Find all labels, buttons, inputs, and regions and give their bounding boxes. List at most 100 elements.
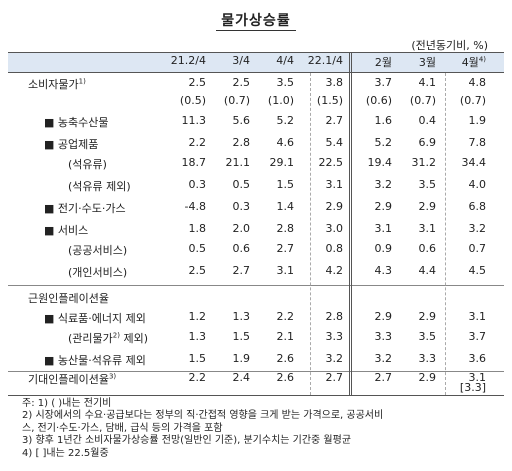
- row-label: 기대인플레이션율3): [28, 372, 117, 386]
- table-cell: 4.2: [325, 264, 344, 277]
- table-cell: 4.3: [374, 264, 393, 277]
- table-cell: (0.6): [365, 94, 392, 107]
- table-cell: (0.5): [179, 94, 206, 107]
- table-cell: 1.9: [232, 352, 251, 365]
- table-cell: 2.7: [325, 371, 344, 384]
- table-cell: 2.9: [418, 371, 437, 384]
- table-bottom-border: [8, 395, 504, 396]
- row-label: ■ 공업제품: [44, 138, 99, 151]
- column-header: 4월4): [461, 55, 486, 69]
- footnotes: 주: 1) ( )내는 전기비 2) 시장에서의 수요·공급보다는 정부의 직·…: [22, 398, 383, 460]
- table-cell: 0.3: [188, 178, 207, 191]
- row-label: ■ 전기·수도·가스: [44, 202, 126, 215]
- table-row: ■ 공업제품 2.2 2.8 4.6 5.4 5.2 6.9 7.8: [0, 136, 512, 152]
- table-cell: 0.6: [232, 242, 251, 255]
- column-header: 3월: [418, 56, 436, 69]
- table-cell: 3.3: [325, 330, 344, 343]
- table-cell: 3.1: [468, 371, 487, 384]
- table-cell: 4.0: [468, 178, 487, 191]
- section-divider-2: [8, 371, 504, 372]
- table-row: ■ 서비스 1.8 2.0 2.8 3.0 3.1 3.1 3.2: [0, 222, 512, 238]
- row-label: (석유류): [68, 158, 107, 171]
- table-cell: 3.1: [374, 222, 393, 235]
- table-cell: 3.3: [418, 352, 437, 365]
- footnote-line: 2) 시장에서의 수요·공급보다는 정부의 직·간접적 영향을 크게 받는 가격…: [22, 410, 384, 422]
- table-cell: 31.2: [411, 156, 437, 169]
- table-cell: 2.8: [232, 136, 251, 149]
- table-cell: 2.7: [374, 371, 393, 384]
- table-cell: 3.1: [468, 310, 487, 323]
- column-header: 3/4: [232, 54, 250, 67]
- table-row: (석유류) 18.7 21.1 29.1 22.5 19.4 31.2 34.4: [0, 156, 512, 172]
- table-header-background: [8, 52, 504, 72]
- table-cell: 5.6: [232, 114, 251, 127]
- row-label: (공공서비스): [68, 244, 128, 257]
- table-cell: 4.6: [276, 136, 295, 149]
- table-cell: 2.2: [276, 310, 295, 323]
- table-cell: 3.2: [374, 178, 393, 191]
- table-row: (석유류 제외) 0.3 0.5 1.5 3.1 3.2 3.5 4.0: [0, 178, 512, 194]
- table-cell: 2.7: [232, 264, 251, 277]
- table-row: 소비자물가1) 2.5 2.5 3.5 3.8 3.7 4.1 4.8: [0, 76, 512, 92]
- row-label: ■ 서비스: [44, 224, 89, 237]
- table-row: (관리물가2) 제외) 1.3 1.5 2.1 3.3 3.3 3.5 3.7: [0, 330, 512, 346]
- table-cell: 2.4: [232, 371, 251, 384]
- footnote-line: 4) [ ]내는 22.5월중: [22, 447, 109, 459]
- table-cell: 2.8: [276, 222, 295, 235]
- table-cell: 6.9: [418, 136, 437, 149]
- table-cell: 2.5: [232, 76, 251, 89]
- column-header: 22.1/4: [307, 54, 343, 67]
- table-top-border: [8, 52, 504, 53]
- table-cell: 3.1: [276, 264, 295, 277]
- column-header: 4/4: [276, 54, 294, 67]
- table-cell: 2.2: [188, 371, 207, 384]
- table-cell: 18.7: [181, 156, 207, 169]
- row-label: ■ 농산물·석유류 제외: [44, 354, 146, 367]
- table-cell: (0.7): [223, 94, 250, 107]
- row-label: 소비자물가1): [28, 77, 86, 91]
- row-label: (개인서비스): [68, 266, 128, 279]
- table-cell: 2.9: [418, 200, 437, 213]
- footnote-mark: 3): [108, 372, 117, 381]
- table-cell: 1.8: [188, 222, 207, 235]
- table-row: (공공서비스) 0.5 0.6 2.7 0.8 0.9 0.6 0.7: [0, 242, 512, 258]
- table-cell: 3.5: [276, 76, 295, 89]
- table-cell: 3.8: [325, 76, 344, 89]
- table-cell: 2.1: [276, 330, 295, 343]
- title-underline: [216, 30, 296, 31]
- table-cell: (1.0): [267, 94, 294, 107]
- table-cell-bracket: [3.3]: [459, 381, 486, 394]
- table-cell: 11.3: [181, 114, 207, 127]
- table-cell: 3.1: [325, 178, 344, 191]
- table-row: ■ 식료품·에너지 제외 1.2 1.3 2.2 2.8 2.9 2.9 3.1: [0, 310, 512, 326]
- column-header-footnote-mark: 4): [478, 55, 486, 64]
- table-cell: 34.4: [461, 156, 487, 169]
- table-cell: (0.7): [459, 94, 486, 107]
- table-title: 물가상승률: [221, 13, 291, 29]
- table-cell: 2.2: [188, 136, 207, 149]
- footnote-line: 스, 전기·수도·가스, 담배, 급식 등의 가격을 포함: [22, 422, 223, 434]
- table-cell: 21.1: [225, 156, 251, 169]
- table-cell: 2.7: [276, 242, 295, 255]
- table-cell: 7.8: [468, 136, 487, 149]
- table-cell: 1.3: [188, 330, 207, 343]
- table-cell: 2.9: [374, 200, 393, 213]
- table-cell: 0.3: [232, 200, 251, 213]
- table-cell: 0.8: [325, 242, 344, 255]
- table-cell: 5.4: [325, 136, 344, 149]
- table-row: ■ 농산물·석유류 제외 1.5 1.9 2.6 3.2 3.2 3.3 3.6: [0, 352, 512, 368]
- table-cell: 3.6: [468, 352, 487, 365]
- table-cell: 0.7: [468, 242, 487, 255]
- table-cell: 2.9: [418, 310, 437, 323]
- table-cell: 1.6: [374, 114, 393, 127]
- table-cell: 2.6: [276, 352, 295, 365]
- table-cell: 0.9: [374, 242, 393, 255]
- column-dashed-divider: [310, 73, 311, 395]
- table-cell: 3.7: [468, 330, 487, 343]
- table-cell: 2.5: [188, 76, 207, 89]
- footnote-mark: 1): [78, 77, 86, 86]
- table-cell: 2.5: [188, 264, 207, 277]
- table-cell: 1.5: [188, 352, 207, 365]
- table-cell: 4.4: [418, 264, 437, 277]
- table-cell: 3.2: [325, 352, 344, 365]
